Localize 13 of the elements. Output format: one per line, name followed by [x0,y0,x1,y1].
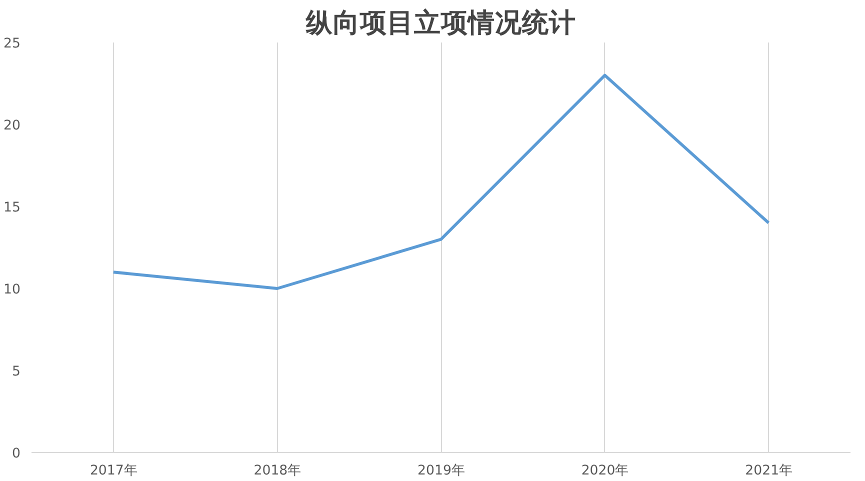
chart-title: 纵向项目立项情况统计 [305,8,576,38]
x-tick-label: 2019年 [418,464,464,478]
y-tick-label: 15 [4,200,21,216]
y-tick-label: 0 [12,446,21,462]
x-tick-label: 2018年 [254,464,301,478]
y-tick-label: 25 [4,36,21,52]
x-tick-label: 2017年 [90,464,137,478]
line-series [112,74,770,290]
y-tick-label: 20 [4,118,21,134]
x-tick-label: 2020年 [581,464,628,478]
x-tick-label: 2021年 [745,464,792,478]
y-tick-label: 10 [4,282,21,298]
y-tick-label: 5 [12,364,21,380]
